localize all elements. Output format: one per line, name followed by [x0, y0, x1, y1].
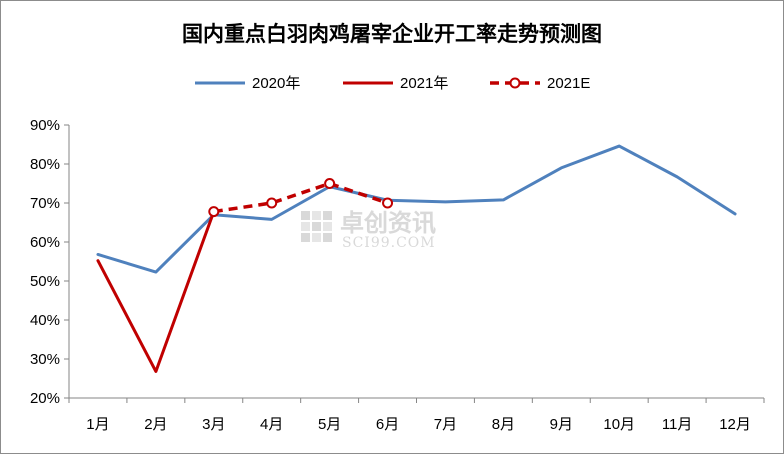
x-tick-label: 12月: [719, 416, 751, 433]
y-tick-label: 50%: [30, 273, 60, 290]
x-tick-label: 7月: [434, 416, 457, 433]
series-layer: [96, 144, 737, 373]
watermark-cn: 卓创资讯: [340, 209, 436, 237]
x-tick-label: 3月: [202, 416, 225, 433]
x-tick-label: 10月: [603, 416, 635, 433]
legend-marker-3: [509, 77, 521, 89]
series-3-point: [266, 197, 278, 209]
x-tick-label: 1月: [86, 416, 109, 433]
series-3-point: [324, 178, 336, 189]
series-line-3: [213, 181, 389, 214]
series-line-1: [96, 144, 737, 274]
x-tick-label: 2月: [144, 416, 167, 433]
x-tick-label: 11月: [662, 416, 693, 433]
y-tick-label: 90%: [30, 117, 60, 134]
axes: 90% 80% 70% 60% 50% 40% 30% 20% 1月 2月 3月 4月 5月 6月 7月 8月…: [30, 117, 765, 433]
x-tick-label: 4月: [260, 416, 283, 433]
y-tick-label: 30%: [30, 351, 60, 368]
y-tick-label: 80%: [30, 156, 60, 173]
series-3-point: [208, 206, 220, 218]
x-tick-label: 6月: [376, 416, 399, 433]
legend-label-2: 2021年: [400, 75, 448, 92]
legend-label-1: 2020年: [252, 75, 300, 92]
watermark: 卓创资讯 SCI99.COM: [301, 209, 436, 251]
x-tick-label: 8月: [492, 416, 515, 433]
series-3-point: [382, 197, 394, 209]
x-tick-label: 9月: [550, 416, 573, 433]
x-tick-label: 5月: [318, 416, 341, 433]
watermark-logo-icon: [301, 211, 332, 242]
chart-title: 国内重点白羽肉鸡屠宰企业开工率走势预测图: [182, 22, 602, 46]
y-tick-label: 70%: [30, 195, 60, 212]
y-tick-label: 20%: [30, 390, 60, 407]
y-tick-label: 60%: [30, 234, 60, 251]
series-line-2: [96, 210, 216, 373]
watermark-en: SCI99.COM: [342, 235, 436, 251]
y-tick-label: 40%: [30, 312, 60, 329]
legend: 2020年 2021年 2021E: [195, 75, 590, 92]
legend-label-3: 2021E: [547, 75, 590, 92]
